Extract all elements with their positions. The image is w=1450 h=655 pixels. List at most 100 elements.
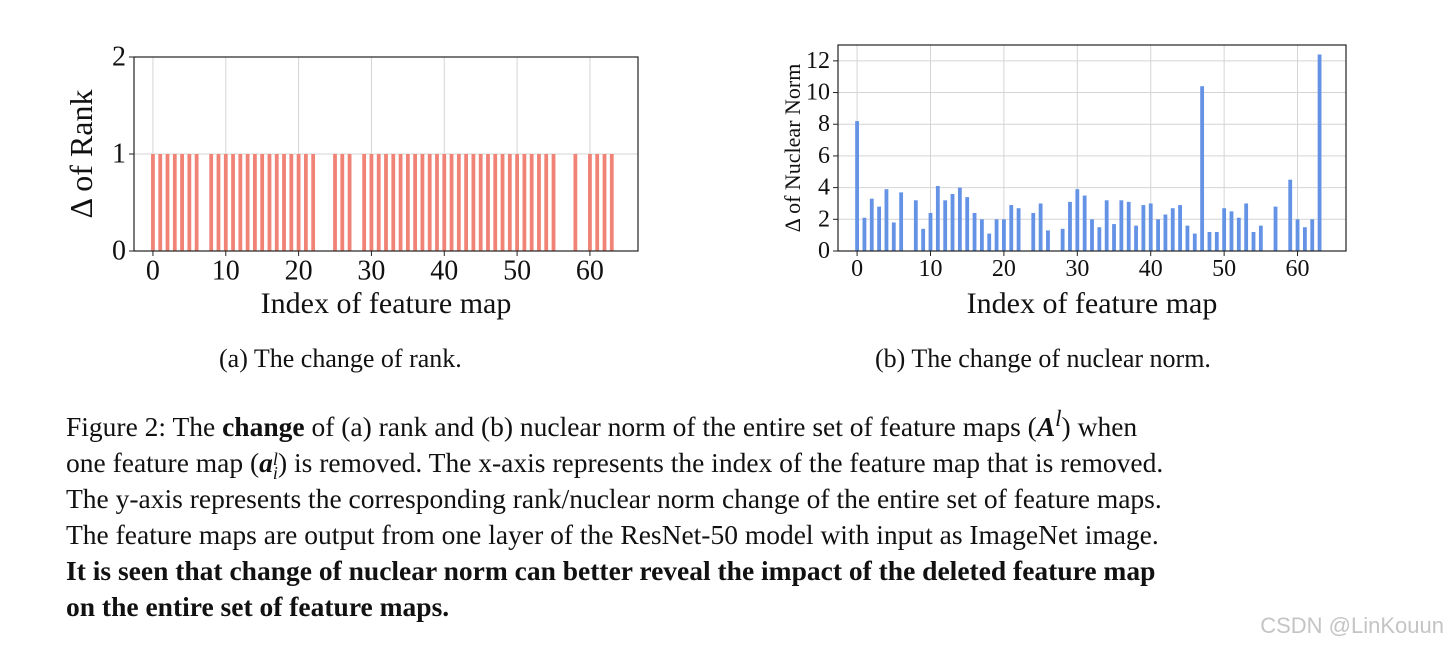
caption-line-3: The y-axis represents the corresponding … [66, 483, 1162, 515]
rank-bar [260, 154, 265, 251]
nuclear-norm-bar [943, 200, 948, 251]
rank-bar [340, 154, 345, 251]
nuclear-norm-bar [1207, 231, 1212, 251]
rank-bar [347, 154, 352, 251]
rank-bar [471, 154, 476, 251]
rank-bar [602, 154, 607, 251]
rank-xtick-label: 30 [357, 255, 385, 286]
nuclear-norm-bar [884, 189, 889, 251]
rank-bar [165, 154, 170, 251]
rank-bar [253, 154, 257, 251]
nuclear-norm-bar [921, 228, 926, 251]
subcaption-b: (b) The change of nuclear norm. [875, 344, 1211, 373]
nuclear-norm-bar [1119, 200, 1124, 251]
nuclear-norm-bar [1288, 179, 1293, 251]
nuclear-norm-bar [987, 233, 992, 251]
rank-xtick-label: 0 [146, 255, 160, 286]
nuclear-norm-bar [1046, 230, 1050, 251]
nuclear-norm-bar [913, 200, 918, 251]
rank-bar [515, 154, 519, 251]
rank-bar [384, 154, 388, 251]
rank-bar [595, 154, 600, 251]
nuclear-norm-bar [1112, 224, 1116, 251]
caption-line-2: one feature map (al i) is removed. The x-… [66, 447, 1164, 483]
nuclear-norm-xtick-label: 0 [851, 256, 863, 282]
nuclear-norm-bar [1090, 219, 1094, 251]
math-symbol-a: a [259, 447, 273, 479]
rank-bar [464, 154, 469, 251]
rank-ytick-label: 2 [112, 42, 126, 73]
rank-bar [223, 154, 228, 251]
nuclear-norm-bar [1251, 231, 1256, 251]
rank-bar [398, 154, 403, 251]
nuclear-norm-bar [957, 187, 962, 251]
rank-bar [435, 154, 439, 251]
nuclear-norm-bar [1038, 203, 1043, 251]
rank-bar [456, 154, 461, 251]
nuclear-norm-bar [950, 193, 955, 251]
rank-bar [209, 154, 214, 251]
nuclear-norm-bar [869, 198, 874, 251]
rank-bar [151, 154, 155, 251]
rank-bar [274, 154, 279, 251]
rank-bar [478, 154, 483, 251]
rank-bar [493, 154, 498, 251]
caption-line-4: The feature maps are output from one lay… [66, 519, 1159, 551]
rank-bar [405, 154, 410, 251]
nuclear-norm-bar [1310, 219, 1315, 251]
rank-bar [507, 154, 512, 251]
rank-bar [413, 154, 418, 251]
nuclear-norm-bar [994, 219, 999, 251]
nuclear-norm-bar [1192, 233, 1197, 251]
nuclear-norm-bar [1097, 227, 1102, 251]
nuclear-norm-bar [1156, 219, 1160, 251]
nuclear-norm-bar [1082, 195, 1087, 251]
nuclear-norm-bar [1016, 208, 1021, 251]
rank-bar [573, 154, 578, 251]
rank-xtick-label: 40 [430, 255, 458, 286]
nuclear-norm-ytick-label: 2 [818, 206, 830, 232]
nuclear-norm-bar [928, 212, 933, 251]
nuclear-norm-bar [1134, 225, 1138, 251]
nuclear-norm-bar [1148, 203, 1153, 251]
rank-bar [500, 154, 505, 251]
rank-bar [609, 154, 614, 251]
nuclear-norm-plot-frame [837, 44, 1347, 252]
rank-bar [245, 154, 250, 251]
caption-emphasis: change [222, 411, 305, 443]
rank-bar [537, 154, 541, 251]
nuclear-norm-ytick-label: 12 [806, 48, 830, 74]
rank-bar [529, 154, 534, 251]
rank-xtick-label: 10 [212, 255, 240, 286]
nuclear-norm-xtick-label: 50 [1212, 256, 1236, 282]
rank-bar [522, 154, 527, 251]
rank-xtick-label: 50 [503, 255, 531, 286]
nuclear-norm-ytick-label: 8 [818, 111, 830, 137]
rank-bar [427, 154, 432, 251]
rank-bar [172, 154, 177, 251]
nuclear-norm-bar [1170, 208, 1175, 251]
nuclear-norm-ytick-label: 10 [806, 80, 830, 106]
nuclear-norm-bar [1185, 225, 1190, 251]
rank-bar [303, 154, 308, 251]
rank-ytick-label: 1 [112, 139, 126, 170]
nuclear-norm-bar [1068, 201, 1072, 251]
rank-bar [369, 154, 374, 251]
rank-bar [180, 154, 184, 251]
math-symbol-A: A [1036, 411, 1056, 443]
nuclear-norm-bar [1104, 200, 1109, 251]
nuclear-norm-bar [862, 217, 867, 251]
rank-ytick-label: 0 [112, 236, 126, 267]
nuclear-norm-bar [1273, 206, 1278, 251]
rank-bar [544, 154, 549, 251]
nuclear-norm-xtick-label: 30 [1065, 256, 1089, 282]
nuclear-norm-bar [1302, 227, 1307, 251]
rank-bar [238, 154, 243, 251]
nuclear-norm-bar [1200, 86, 1205, 251]
nuclear-norm-bar [1126, 201, 1131, 251]
rank-bar [267, 154, 272, 251]
caption-line-5: It is seen that change of nuclear norm c… [66, 555, 1156, 587]
nuclear-norm-y-axis-label: Δ of Nuclear Norm [780, 64, 805, 233]
nuclear-norm-bar [1009, 205, 1014, 251]
